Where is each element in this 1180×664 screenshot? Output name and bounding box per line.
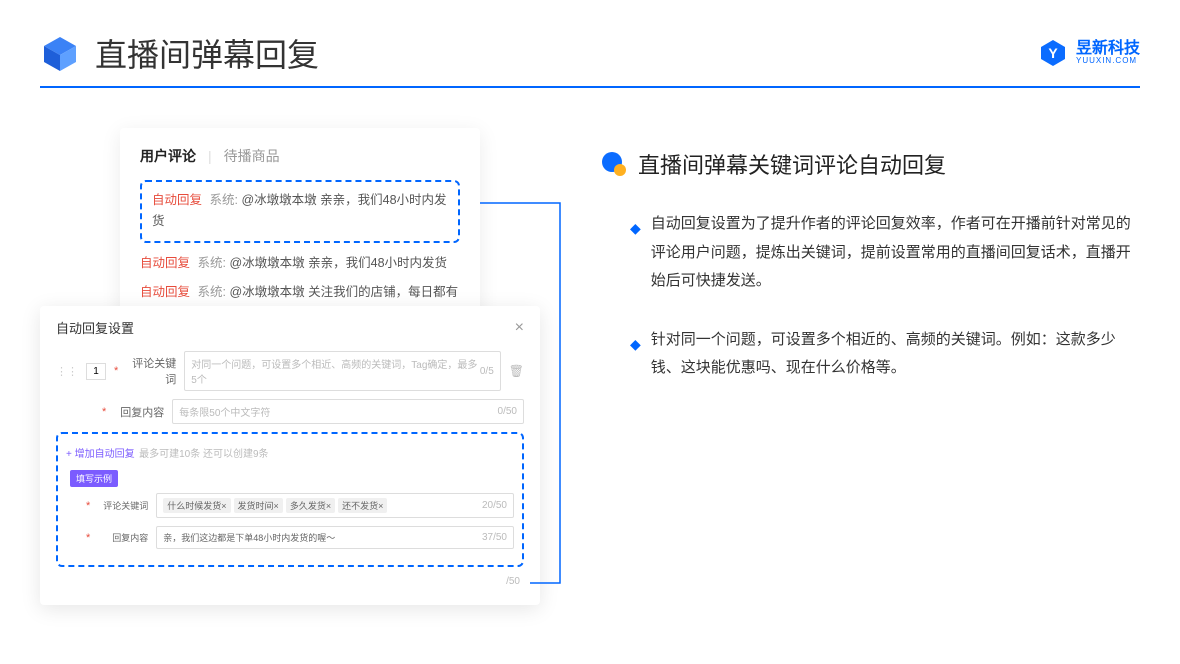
keyword-tag[interactable]: 发货时间× <box>234 498 283 513</box>
keyword-input[interactable]: 对同一个问题，可设置多个相近、高频的关键词，Tag确定，最多5个 0/5 <box>184 351 500 391</box>
keyword-counter: 0/5 <box>480 366 494 377</box>
bullet-paragraph: ◆ 针对同一个问题，可设置多个相近的、高频的关键词。例如：这款多少钱、这块能优惠… <box>630 326 1140 383</box>
example-kw-counter: 20/50 <box>482 500 507 511</box>
cube-icon <box>40 33 80 73</box>
required-star: * <box>114 365 118 377</box>
example-reply-input[interactable]: 亲，我们这边都是下单48小时内发货的喔～ 37/50 <box>156 526 514 549</box>
tab-separator: | <box>208 148 212 164</box>
reply-label: 回复内容 <box>114 404 164 420</box>
example-block: + 增加自动回复 最多可建10条 还可以创建9条 填写示例 * 评论关键词 什么… <box>56 432 524 567</box>
section-title: 直播间弹幕关键词评论自动回复 <box>638 148 946 180</box>
keyword-tag[interactable]: 还不发货× <box>338 498 387 513</box>
bottom-counter: /50 <box>506 576 520 587</box>
brand-logo: Y 昱新科技 YUUXIN.COM <box>1038 38 1140 68</box>
required-star: * <box>102 406 106 418</box>
keyword-label: 评论关键词 <box>126 355 176 387</box>
example-reply-label: 回复内容 <box>98 531 148 544</box>
keyword-placeholder: 对同一个问题，可设置多个相近、高频的关键词，Tag确定，最多5个 <box>191 356 480 386</box>
example-kw-input[interactable]: 什么时候发货× 发货时间×多久发货×还不发货× 20/50 <box>156 493 514 518</box>
reply-placeholder: 每条限50个中文字符 <box>179 404 270 419</box>
reply-input[interactable]: 每条限50个中文字符 0/50 <box>172 399 524 424</box>
diamond-bullet-icon: ◆ <box>630 215 641 296</box>
tag-list: 什么时候发货× 发货时间×多久发货×还不发货× <box>163 498 390 513</box>
para2-text: 针对同一个问题，可设置多个相近的、高频的关键词。例如：这款多少钱、这块能优惠吗、… <box>651 326 1140 383</box>
tab-pending[interactable]: 待播商品 <box>224 146 280 166</box>
auto-reply-tag: 自动回复 <box>140 256 190 270</box>
delete-icon[interactable]: 🗑 <box>509 364 524 378</box>
add-hint: 最多可建10条 还可以创建9条 <box>139 449 268 460</box>
bullet-paragraph: ◆ 自动回复设置为了提升作者的评论回复效率，作者可在开播前针对常见的评论用户问题… <box>630 210 1140 296</box>
example-kw-label: 评论关键词 <box>98 499 148 512</box>
auto-reply-tag: 自动回复 <box>152 193 202 207</box>
required-star: * <box>86 532 90 544</box>
reply-counter: 0/50 <box>498 406 517 417</box>
svg-text:Y: Y <box>1048 45 1058 61</box>
system-tag: 系统: <box>198 285 226 299</box>
keyword-tag[interactable]: 多久发货× <box>286 498 335 513</box>
example-reply-text: 亲，我们这边都是下单48小时内发货的喔～ <box>163 531 335 544</box>
example-badge: 填写示例 <box>70 470 118 487</box>
system-tag: 系统: <box>210 193 238 207</box>
auto-reply-tag: 自动回复 <box>140 285 190 299</box>
highlighted-comment: 自动回复 系统: @冰墩墩本墩 亲亲，我们48小时内发货 <box>140 180 460 243</box>
system-tag: 系统: <box>198 256 226 270</box>
brand-name: 昱新科技 <box>1076 41 1140 57</box>
settings-card: 自动回复设置 × ⋮⋮ 1 * 评论关键词 对同一个问题，可设置多个相近、高频的… <box>40 306 540 605</box>
chat-bubble-icon <box>600 150 628 178</box>
drag-handle-icon[interactable]: ⋮⋮ <box>56 365 78 378</box>
page-title: 直播间弹幕回复 <box>95 30 319 76</box>
settings-title: 自动回复设置 <box>56 318 134 337</box>
diamond-bullet-icon: ◆ <box>630 331 641 383</box>
tab-comments[interactable]: 用户评论 <box>140 146 196 166</box>
required-star: * <box>86 500 90 512</box>
close-icon[interactable]: × <box>515 319 524 337</box>
example-reply-counter: 37/50 <box>482 532 507 543</box>
para1-text: 自动回复设置为了提升作者的评论回复效率，作者可在开播前针对常见的评论用户问题，提… <box>651 210 1140 296</box>
index-box: 1 <box>86 363 106 380</box>
comment-text: @冰墩墩本墩 亲亲，我们48小时内发货 <box>229 256 447 270</box>
add-auto-reply-link[interactable]: + 增加自动回复 <box>66 449 135 460</box>
brand-sub: YUUXIN.COM <box>1076 57 1140 65</box>
keyword-tag[interactable]: 什么时候发货× <box>163 498 230 513</box>
comment-row: 自动回复 系统: @冰墩墩本墩 亲亲，我们48小时内发货 <box>140 253 460 274</box>
